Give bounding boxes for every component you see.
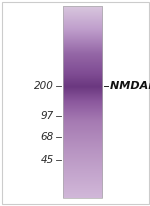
- Text: 200: 200: [34, 81, 54, 91]
- Text: 45: 45: [41, 155, 54, 165]
- Text: 68: 68: [41, 132, 54, 142]
- Text: NMDAr 2B: NMDAr 2B: [110, 81, 150, 91]
- Bar: [63, 6, 102, 198]
- Text: 97: 97: [41, 111, 54, 121]
